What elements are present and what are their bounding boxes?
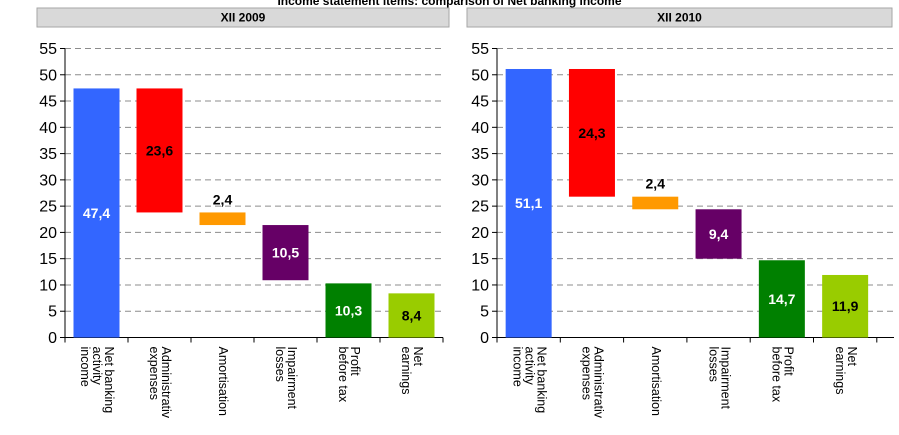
bar-data-label: 24,3 [578, 125, 605, 141]
x-category-label: Net [845, 347, 859, 367]
y-tick-label: 55 [471, 41, 489, 58]
x-category-label: Amortisation [216, 347, 230, 417]
x-category-label: Profit [782, 347, 796, 377]
y-tick-label: 55 [39, 41, 57, 58]
x-category-label: losses [706, 347, 720, 382]
page-title: Income statement items: comparison of Ne… [277, 0, 622, 8]
bar-data-label: 11,9 [832, 298, 859, 314]
y-tick-label: 45 [39, 94, 57, 111]
bar-data-label: 47,4 [83, 205, 110, 221]
y-tick-label: 40 [39, 120, 57, 137]
chart-panel-1: XII 2009 0 5 10 15 20 25 30 35 40 45 50 55 47,4 23,6 2,… [36, 7, 450, 419]
x-category-label: Administrativ [592, 347, 606, 419]
panel-header-box [466, 7, 893, 28]
x-category-label: income [78, 347, 92, 387]
y-tick-label: 50 [39, 67, 57, 84]
x-category-label: Profit [348, 347, 362, 377]
x-category-label: earnings [833, 347, 847, 395]
x-category-label: Net banking [534, 347, 548, 414]
bar-data-label: 14,7 [768, 291, 795, 307]
panel-header-box [36, 7, 450, 28]
y-tick-label: 10 [471, 277, 489, 294]
x-category-label: before tax [770, 347, 784, 403]
y-tick-label: 30 [471, 172, 489, 189]
bar-data-label: 2,4 [646, 176, 666, 192]
x-category-label: Administrativ [159, 347, 173, 419]
bar-5 [325, 283, 372, 338]
y-tick-label: 35 [39, 146, 57, 163]
panel-header-label: XII 2010 [657, 11, 702, 25]
x-category-label: activity [522, 347, 536, 386]
bar-data-label: 10,3 [335, 302, 362, 318]
y-tick-label: 20 [471, 225, 489, 242]
bar-data-label: 23,6 [146, 142, 173, 158]
y-tick-label: 40 [471, 120, 489, 137]
bar-data-label: 2,4 [213, 191, 233, 207]
x-category-label: before tax [336, 347, 350, 403]
bar-4 [262, 225, 309, 281]
y-tick-label: 5 [48, 304, 57, 321]
bar-3 [199, 212, 246, 226]
bar-2 [136, 88, 183, 213]
y-tick-label: 15 [39, 251, 57, 268]
x-category-label: income [510, 347, 524, 387]
bar-6 [822, 274, 869, 338]
x-category-label: activity [90, 347, 104, 386]
bar-1 [505, 68, 552, 338]
bar-5 [758, 260, 805, 338]
panel-header-label: XII 2009 [221, 11, 266, 25]
x-category-label: losses [273, 347, 287, 382]
bar-1 [73, 88, 120, 338]
y-tick-label: 45 [471, 94, 489, 111]
bar-data-label: 8,4 [402, 307, 422, 323]
x-category-label: Net banking [102, 347, 116, 414]
bar-data-label: 10,5 [272, 245, 299, 261]
y-tick-label: 10 [39, 277, 57, 294]
bar-6 [388, 293, 435, 338]
y-tick-label: 0 [48, 330, 57, 347]
y-tick-label: 35 [471, 146, 489, 163]
x-category-label: earnings [399, 347, 413, 395]
y-tick-label: 15 [471, 251, 489, 268]
y-tick-label: 30 [39, 172, 57, 189]
y-tick-label: 25 [471, 199, 489, 216]
y-tick-label: 5 [480, 304, 489, 321]
x-category-label: expenses [147, 347, 161, 401]
y-tick-label: 25 [39, 199, 57, 216]
y-tick-label: 50 [471, 67, 489, 84]
x-category-label: Net [411, 347, 425, 367]
x-category-label: Impairment [285, 347, 299, 410]
bar-2 [568, 68, 615, 197]
x-category-label: expenses [580, 347, 594, 401]
x-category-label: Amortisation [649, 347, 663, 417]
chart-panel-2: XII 2010 0 5 10 15 20 25 30 35 40 45 50 55 51,1 24,3 2,… [466, 7, 894, 419]
y-tick-label: 20 [39, 225, 57, 242]
bar-data-label: 9,4 [709, 226, 729, 242]
bar-4 [695, 209, 742, 259]
x-category-label: Impairment [718, 347, 732, 410]
y-tick-label: 0 [480, 330, 489, 347]
bar-3 [632, 196, 679, 210]
bar-data-label: 51,1 [515, 195, 542, 211]
